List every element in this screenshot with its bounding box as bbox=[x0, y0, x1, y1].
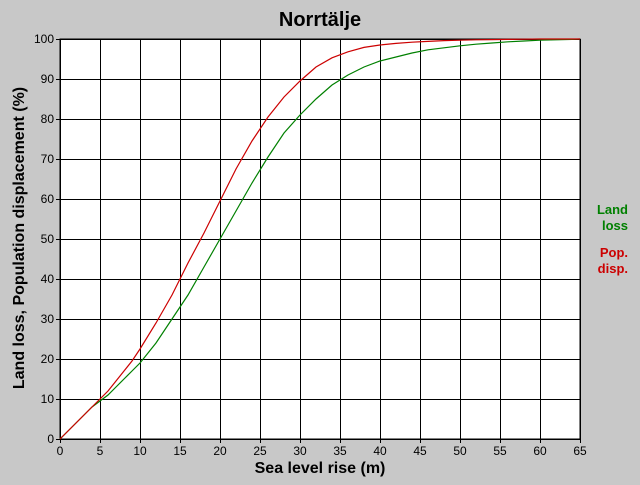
y-tick-label: 100 bbox=[34, 32, 54, 46]
x-tick-label: 45 bbox=[413, 444, 427, 458]
legend-label-line1: Land bbox=[597, 202, 628, 217]
x-tick-label: 30 bbox=[293, 444, 307, 458]
x-tick-label: 10 bbox=[133, 444, 147, 458]
y-tick-label: 0 bbox=[47, 432, 54, 446]
y-tick-label: 20 bbox=[41, 352, 55, 366]
y-tick-label: 60 bbox=[41, 192, 55, 206]
y-axis-ticks: 0 10 20 30 40 50 60 70 80 90 100 bbox=[34, 32, 60, 446]
y-tick-label: 80 bbox=[41, 112, 55, 126]
legend-label-line2: loss bbox=[602, 218, 628, 233]
y-tick-label: 40 bbox=[41, 272, 55, 286]
chart-title: Norrtälje bbox=[279, 9, 361, 31]
grid-lines bbox=[60, 39, 581, 440]
x-tick-label: 15 bbox=[173, 444, 187, 458]
y-axis-label: Land loss, Population displacement (%) bbox=[11, 87, 28, 389]
legend-label-line1: Pop. bbox=[600, 245, 628, 260]
x-tick-label: 60 bbox=[533, 444, 547, 458]
y-tick-label: 70 bbox=[41, 152, 55, 166]
y-tick-label: 30 bbox=[41, 312, 55, 326]
series-line-1 bbox=[59, 38, 581, 440]
legend-label-line2: disp. bbox=[598, 261, 628, 276]
x-tick-label: 25 bbox=[253, 444, 267, 458]
series-line-2 bbox=[59, 38, 580, 440]
x-tick-label: 0 bbox=[57, 444, 64, 458]
series-layer bbox=[59, 38, 581, 440]
x-tick-label: 50 bbox=[453, 444, 467, 458]
y-tick-label: 50 bbox=[41, 232, 55, 246]
x-tick-label: 35 bbox=[333, 444, 347, 458]
x-tick-label: 55 bbox=[493, 444, 507, 458]
x-tick-label: 65 bbox=[573, 444, 587, 458]
x-tick-label: 20 bbox=[213, 444, 227, 458]
x-tick-label: 40 bbox=[373, 444, 387, 458]
legend-item: Pop.disp. bbox=[598, 245, 628, 276]
x-axis-label: Sea level rise (m) bbox=[255, 460, 386, 477]
x-axis-ticks: 0 5 10 15 20 25 30 35 40 45 50 55 60 65 bbox=[57, 439, 587, 458]
x-tick-label: 5 bbox=[97, 444, 104, 458]
y-tick-label: 10 bbox=[41, 392, 55, 406]
y-tick-label: 90 bbox=[41, 72, 55, 86]
